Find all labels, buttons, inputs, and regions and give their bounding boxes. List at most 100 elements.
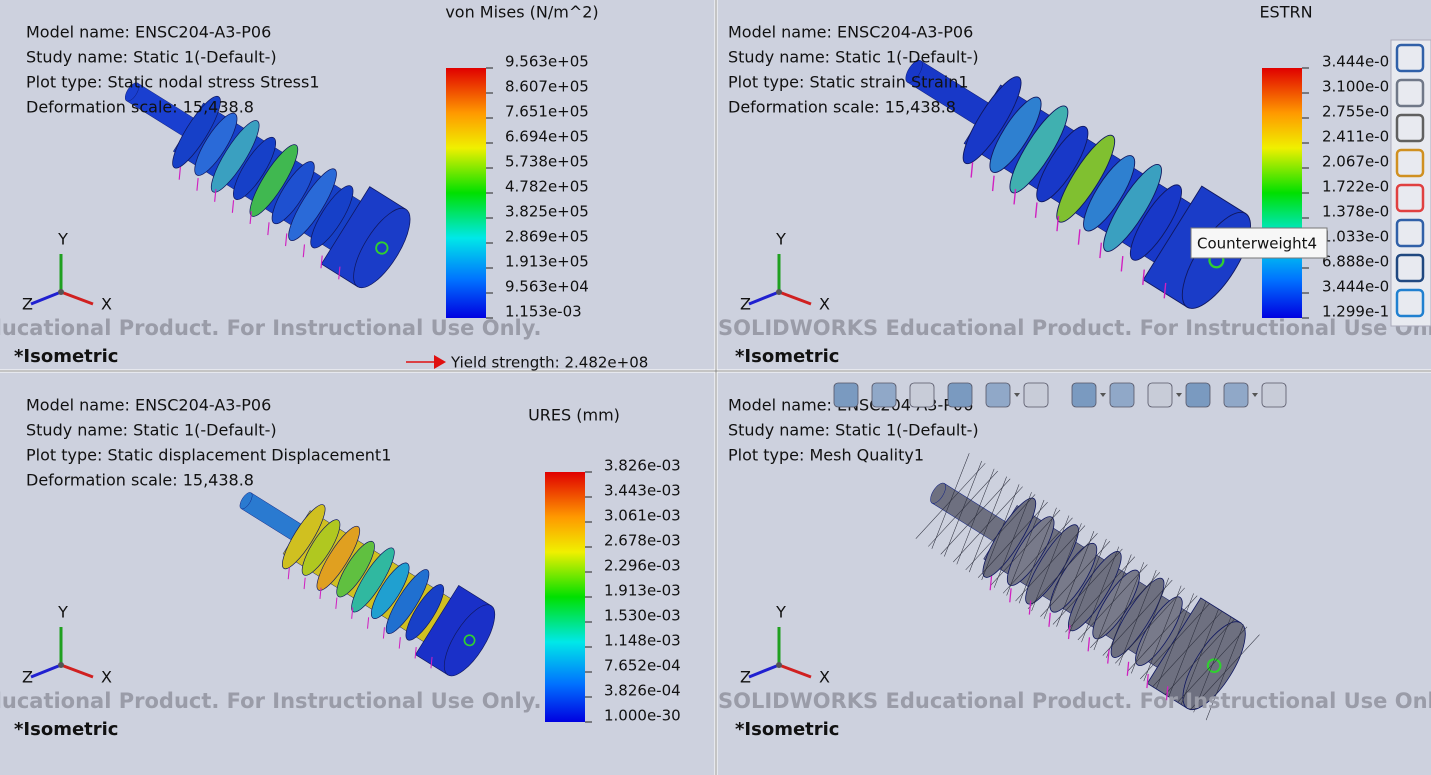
counterweight <box>371 562 410 619</box>
flange-face <box>443 604 496 677</box>
mesh-line <box>1027 533 1098 610</box>
counterweight <box>1056 134 1116 223</box>
counterweight <box>1103 164 1162 252</box>
triad-label: Z <box>740 295 751 314</box>
task-pane-button[interactable] <box>1395 78 1425 108</box>
mesh-line <box>1077 564 1148 641</box>
load-arrow <box>989 576 993 591</box>
legend-label: 7.651e+05 <box>505 103 589 121</box>
mesh-line <box>965 494 1036 571</box>
triad-label: Y <box>775 603 786 622</box>
task-pane-button[interactable] <box>1395 43 1425 73</box>
triad-label: Y <box>775 230 786 249</box>
crankshaft-model <box>124 82 411 289</box>
study-info: Deformation scale: 15,438.8 <box>26 471 254 490</box>
toolbar-button[interactable] <box>1023 382 1049 408</box>
legend-label: 7.652e-04 <box>604 657 681 675</box>
color-bar <box>1262 68 1302 318</box>
legend-label: 1.000e-30 <box>604 707 681 725</box>
counterweight <box>1129 184 1182 261</box>
legend-label: 3.061e-03 <box>604 507 681 525</box>
dropdown-arrow <box>1176 393 1182 397</box>
toolbar-button[interactable] <box>871 382 897 408</box>
legend-label: 2.755e-0 <box>1322 103 1389 121</box>
flange-face <box>1182 621 1246 710</box>
legend-label: 6.694e+05 <box>505 128 589 146</box>
counterweight <box>233 136 276 200</box>
legend-label: 3.825e+05 <box>505 203 589 221</box>
legend-label: 1.913e+05 <box>505 253 589 271</box>
legend-label: 6.888e-0 <box>1322 253 1389 271</box>
toolbar-button[interactable] <box>909 382 935 408</box>
triad-z-axis <box>748 290 780 306</box>
toolbar-button[interactable] <box>1261 382 1287 408</box>
mesh-line <box>1164 618 1235 695</box>
legend-label: 1.148e-03 <box>604 632 681 650</box>
load-arrow <box>1077 229 1081 245</box>
triad-z-axis <box>30 663 62 679</box>
tooltip-box <box>1190 227 1328 259</box>
mesh-line <box>940 478 1011 555</box>
load-arrow <box>303 577 306 590</box>
toolbar-button[interactable] <box>1185 382 1211 408</box>
legend-label: 1.299e-1 <box>1322 303 1389 321</box>
legend-label: 3.826e-03 <box>604 457 681 475</box>
legend-label: 1.033e-0 <box>1322 228 1389 246</box>
counterweight <box>962 76 1022 165</box>
load-arrow <box>414 647 417 659</box>
toolbar-button[interactable] <box>1223 382 1249 408</box>
toolbar-button[interactable] <box>833 382 859 408</box>
watermark: SOLIDWORKS Educational Product. For Inst… <box>718 316 1431 340</box>
study-info: Study name: Static 1(-Default-) <box>728 421 979 440</box>
counterweight <box>1083 155 1136 232</box>
task-pane-button[interactable] <box>1395 253 1425 283</box>
counterweight <box>310 185 354 249</box>
task-pane-button[interactable] <box>1395 218 1425 248</box>
view-name: *Isometric <box>14 346 118 367</box>
color-bar <box>446 68 486 318</box>
mesh-line <box>1177 626 1248 703</box>
legend-label: 9.563e+05 <box>505 53 589 71</box>
legend-label: 9.563e+04 <box>505 278 589 296</box>
crankshaft-model <box>915 453 1260 721</box>
load-arrow <box>1126 661 1130 676</box>
mesh-line <box>1127 595 1198 672</box>
legend-label: 1.913e-03 <box>604 582 681 600</box>
toolbar-button[interactable] <box>947 382 973 408</box>
load-arrow <box>1163 282 1167 299</box>
legend-label: 1.378e-0 <box>1322 203 1389 221</box>
toolbar-button[interactable] <box>985 382 1011 408</box>
task-pane-button[interactable] <box>1395 288 1425 318</box>
task-pane-button[interactable] <box>1395 148 1425 178</box>
legend-label: 3.444e-0 <box>1322 53 1389 71</box>
toolbar-button[interactable] <box>1147 382 1173 408</box>
legend-label: 2.411e-0 <box>1322 128 1389 146</box>
counterweight <box>249 144 299 217</box>
triad-origin <box>776 662 782 668</box>
mesh-line <box>1090 572 1160 648</box>
load-arrow <box>1013 189 1017 205</box>
load-arrow <box>1048 612 1051 627</box>
counterweight <box>282 504 326 570</box>
counterweight <box>1006 516 1055 586</box>
study-info: Plot type: Static nodal stress Stress1 <box>26 73 320 92</box>
triad-x-axis <box>60 290 94 306</box>
mesh-line <box>1102 579 1173 656</box>
toolbar-button[interactable] <box>1071 382 1097 408</box>
legend-label: 5.738e+05 <box>505 153 589 171</box>
mesh-line <box>1140 603 1210 680</box>
task-pane-button[interactable] <box>1395 113 1425 143</box>
fixture-marker <box>1206 658 1222 674</box>
fixture-marker <box>375 241 389 255</box>
toolbar-button[interactable] <box>1109 382 1135 408</box>
shaft-end <box>930 482 946 504</box>
load-arrow <box>1107 649 1110 664</box>
counterweight <box>385 569 430 635</box>
mesh-line <box>953 486 1023 563</box>
load-arrow <box>1165 686 1169 701</box>
load-arrow <box>231 200 235 213</box>
counterweight <box>989 96 1042 173</box>
view-name: *Isometric <box>735 719 839 740</box>
shaft-end <box>239 492 253 510</box>
task-pane-button[interactable] <box>1395 183 1425 213</box>
